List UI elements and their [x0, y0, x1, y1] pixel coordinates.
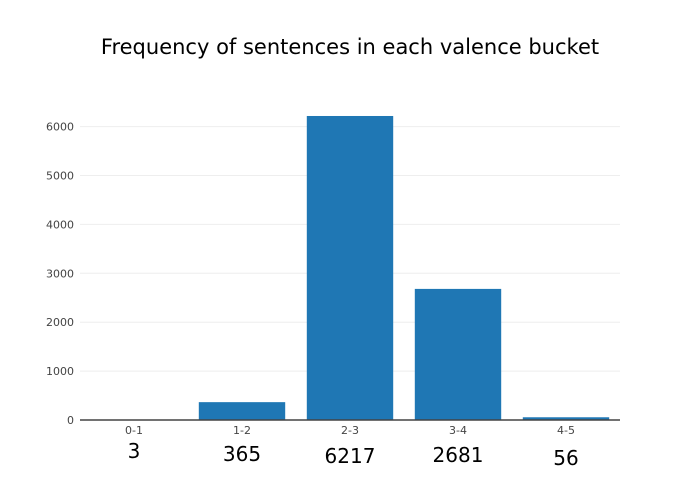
x-tick-label: 2-3: [341, 424, 359, 437]
value-annotation: 365: [223, 442, 261, 466]
y-axis-tick-labels: 0 1000 2000 3000 4000 5000 6000: [46, 121, 74, 427]
y-tick-label: 3000: [46, 267, 74, 280]
y-tick-label: 2000: [46, 316, 74, 329]
value-annotation: 2681: [433, 443, 484, 467]
value-annotations: 3 365 6217 2681 56: [128, 439, 579, 470]
bar-1-2: [198, 402, 286, 420]
bar-4-5: [522, 417, 610, 420]
bar-3-4: [414, 288, 502, 420]
value-annotation: 6217: [325, 444, 376, 468]
y-tick-label: 1000: [46, 365, 74, 378]
y-tick-label: 6000: [46, 121, 74, 134]
x-axis-tick-labels: 0-1 1-2 2-3 3-4 4-5: [125, 424, 575, 437]
x-tick-label: 3-4: [449, 424, 467, 437]
y-tick-label: 0: [67, 414, 74, 427]
bar-2-3: [306, 115, 394, 420]
x-tick-label: 1-2: [233, 424, 251, 437]
value-annotation: 3: [128, 439, 141, 463]
x-tick-label: 0-1: [125, 424, 143, 437]
x-tick-label: 4-5: [557, 424, 575, 437]
y-tick-label: 4000: [46, 218, 74, 231]
bars: [90, 115, 610, 420]
chart-title: Frequency of sentences in each valence b…: [101, 35, 599, 59]
value-annotation: 56: [553, 446, 578, 470]
y-tick-label: 5000: [46, 170, 74, 183]
